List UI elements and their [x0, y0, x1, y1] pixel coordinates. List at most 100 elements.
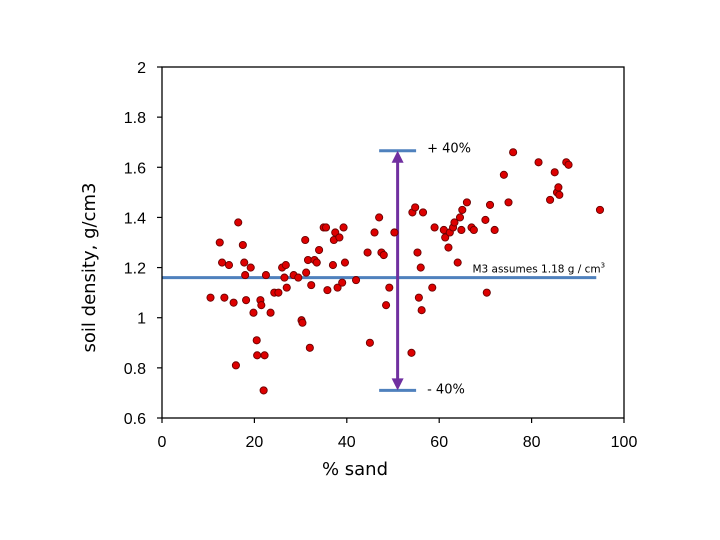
data-point	[338, 278, 347, 287]
data-point	[453, 258, 462, 267]
range-arrow-head-top	[391, 150, 404, 163]
x-tick-label: 60	[430, 434, 448, 451]
data-point	[335, 233, 344, 242]
data-point	[266, 308, 275, 317]
reference-line-label: M3 assumes 1.18 g / cm3	[472, 262, 605, 276]
data-point	[351, 276, 361, 285]
y-tick-label: 1.4	[124, 210, 146, 227]
data-point	[554, 183, 563, 192]
data-point	[280, 273, 289, 282]
data-point	[281, 261, 290, 270]
data-point	[407, 348, 416, 357]
y-tick-label: 0.6	[124, 411, 146, 428]
data-point	[363, 248, 372, 257]
data-point	[509, 148, 518, 157]
data-point	[546, 195, 555, 204]
axes: 0 20 40 60 80 100 0.6 0.8 1 1.2 1.4 1.6 1.8 2	[124, 60, 638, 451]
reference-line-label-superscript: 3	[601, 262, 605, 270]
y-axis-title: soil density, g/cm3	[79, 183, 100, 353]
data-point	[218, 258, 227, 267]
data-point	[274, 288, 283, 297]
data-point	[490, 225, 499, 235]
data-point	[455, 213, 465, 222]
data-point	[253, 351, 262, 360]
x-axis-ticks: 0 20 40 60 80 100	[158, 418, 638, 451]
data-point	[240, 258, 249, 267]
data-point	[444, 243, 453, 252]
reference-line-label-text: M3 assumes 1.18 g / cm	[472, 264, 600, 276]
data-point	[220, 293, 229, 302]
data-point	[229, 298, 238, 307]
x-tick-label: 100	[611, 434, 638, 451]
range-arrow-head-bottom	[391, 378, 404, 391]
data-points	[206, 148, 605, 395]
data-point	[339, 223, 348, 232]
data-point	[257, 301, 266, 310]
data-point	[305, 343, 314, 352]
data-point	[370, 228, 379, 237]
data-point	[241, 271, 250, 280]
data-point	[382, 301, 391, 310]
range-arrow	[391, 150, 404, 391]
data-point	[259, 386, 268, 395]
y-axis-ticks: 0.6 0.8 1 1.2 1.4 1.6 1.8 2	[124, 60, 162, 428]
data-point	[441, 233, 450, 242]
data-point	[379, 250, 388, 260]
data-point	[414, 293, 423, 302]
data-point	[457, 225, 466, 235]
data-point	[282, 283, 291, 292]
data-point	[312, 258, 321, 267]
data-point	[340, 258, 350, 267]
x-tick-label: 80	[523, 434, 541, 451]
data-point	[504, 198, 513, 207]
data-point	[450, 218, 459, 227]
y-tick-label: 1.8	[124, 110, 146, 127]
data-point	[390, 228, 399, 237]
data-point	[294, 273, 303, 282]
data-point	[485, 200, 495, 209]
data-point	[482, 288, 491, 297]
lower-bound-label: - 40%	[427, 382, 465, 397]
data-point	[595, 205, 605, 214]
data-point	[469, 225, 478, 235]
data-point	[238, 240, 247, 250]
data-point	[534, 158, 543, 167]
data-point	[307, 281, 316, 290]
data-point	[375, 213, 384, 222]
data-point	[411, 203, 420, 212]
data-point	[323, 286, 332, 295]
data-point	[328, 261, 337, 270]
data-point	[458, 205, 467, 214]
data-point	[413, 248, 422, 257]
data-point	[418, 208, 428, 217]
plot-frame	[161, 66, 625, 419]
data-point	[298, 318, 307, 327]
data-point	[385, 283, 394, 292]
data-point	[365, 338, 374, 347]
data-point	[462, 198, 471, 207]
x-tick-label: 0	[158, 434, 167, 451]
data-point	[315, 245, 324, 255]
data-point	[564, 160, 573, 169]
data-point	[249, 308, 258, 317]
x-axis-title: % sand	[322, 459, 388, 480]
data-point	[260, 351, 269, 360]
data-point	[481, 215, 490, 224]
data-point	[416, 263, 425, 272]
data-point	[224, 261, 234, 270]
data-point	[252, 336, 261, 345]
data-point	[333, 283, 342, 292]
data-point	[234, 218, 243, 227]
data-point	[428, 283, 437, 292]
data-point	[206, 293, 215, 302]
x-tick-label: 20	[246, 434, 264, 451]
data-point	[231, 361, 240, 370]
data-point	[417, 306, 426, 315]
data-point	[215, 238, 224, 247]
data-point	[302, 268, 311, 277]
data-point	[499, 170, 508, 179]
data-point	[555, 190, 564, 199]
data-point	[550, 168, 559, 177]
y-tick-label: 2	[137, 60, 146, 77]
